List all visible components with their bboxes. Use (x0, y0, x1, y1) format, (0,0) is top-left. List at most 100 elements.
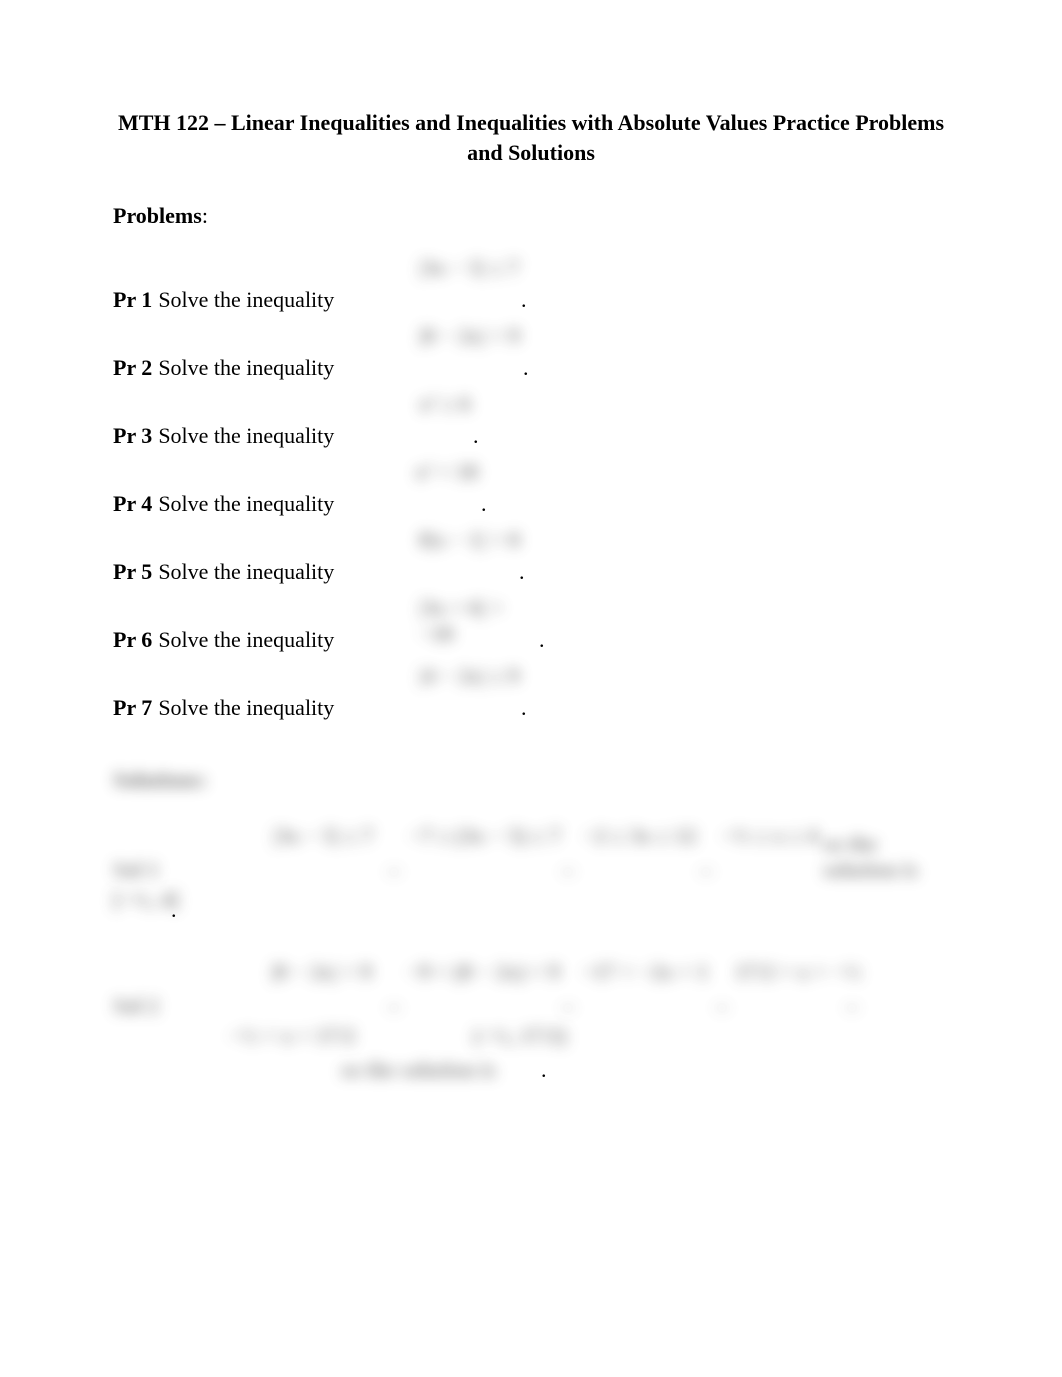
solutions-heading-text: Solutions: (113, 767, 207, 792)
problems-list: Pr 1 Solve the inequality|3x − 5| ≤ 7.Pr… (113, 255, 949, 721)
problem-expression-text: |3x − 5| ≤ 7 (419, 255, 519, 280)
solution-fragment: ⇔ (557, 857, 579, 883)
problem-expression: |4 − 2x| ≤ 9 (419, 663, 527, 699)
solution-label: Sol 2 (113, 993, 159, 1019)
solution-fragment: ⇔ (383, 993, 405, 1019)
problem-period: . (481, 491, 487, 517)
solution-fragment: −9 < (8 − 2x) < 9 (407, 959, 560, 985)
problem-period: . (473, 423, 479, 449)
problem-stem: Solve the inequality (158, 695, 334, 721)
solution-fragment-text: −7 ≤ (3x − 5) ≤ 7 (409, 823, 561, 848)
problem-label: Pr 6 (113, 627, 152, 653)
solution-fragment-text: ⇔ (841, 993, 863, 1018)
solution-fragment: (−½, 17/2) (473, 1023, 567, 1049)
title-line-2: and Solutions (467, 140, 595, 165)
solution-fragment-text: −9 < (8 − 2x) < 9 (407, 959, 560, 984)
solution-fragment: −7 ≤ (3x − 5) ≤ 7 (409, 823, 561, 849)
problem-expression-text: x² < 18 (415, 459, 478, 484)
problems-heading-colon: : (202, 203, 208, 228)
solution-fragment: ⇔ (557, 993, 579, 1019)
problem-stem: Solve the inequality (158, 423, 334, 449)
problem-label: Pr 2 (113, 355, 152, 381)
problem-stem: Solve the inequality (158, 491, 334, 517)
problem-row: Pr 7 Solve the inequality |4 − 2x| ≤ 9. (113, 663, 949, 721)
solution-fragment: |3x − 5| ≤ 7 (273, 823, 373, 849)
solution-label-text: Sol 1 (113, 857, 159, 882)
solution-fragment-text: |8 − 2x| < 9 (271, 959, 372, 984)
solution-fragment: ⇔ (711, 993, 733, 1019)
problem-expression: 8|x − 1| > 0 (419, 527, 523, 563)
problem-expression-text: |8 − 2x| < 9 (419, 323, 520, 348)
solutions-list: Sol 1|3x − 5| ≤ 7⇔−7 ≤ (3x − 5) ≤ 7⇔−2 ≤… (113, 823, 949, 1083)
problem-period: . (519, 559, 525, 585)
solution-fragment-text: −½ < x < 17/2 (229, 1023, 355, 1048)
solution-fragment: −2 ≤ 3x ≤ 12 (583, 823, 697, 849)
solution-row: Sol 2|8 − 2x| < 9⇔−9 < (8 − 2x) < 9⇔−17 … (113, 959, 949, 1019)
solution-fragment: [−⅔, 4] (113, 887, 179, 913)
problem-label: Pr 1 (113, 287, 152, 313)
solution-fragment: −½ < x < 17/2 (229, 1023, 355, 1049)
problem-expression-text: 8|x − 1| > 0 (419, 527, 520, 552)
solution-fragment: ⇔ (841, 993, 863, 1019)
problem-stem: Solve the inequality (158, 287, 334, 313)
solution-fragment-text: |3x − 5| ≤ 7 (273, 823, 373, 848)
solution-row: Sol 1|3x − 5| ≤ 7⇔−7 ≤ (3x − 5) ≤ 7⇔−2 ≤… (113, 823, 949, 883)
problem-row: Pr 4 Solve the inequality x² < 18. (113, 459, 949, 517)
problem-expression-text: |4 − 2x| ≤ 9 (419, 663, 519, 688)
problem-stem: Solve the inequality (158, 559, 334, 585)
solution-fragment-text: ⇔ (383, 993, 405, 1018)
problem-expression: x² ≥ 6 (419, 391, 477, 427)
solution-label-text: Sol 2 (113, 993, 159, 1018)
solution-fragment: ⇔ (695, 857, 717, 883)
solution-fragment: so the solution is (823, 831, 949, 883)
solution-fragment: |8 − 2x| < 9 (271, 959, 372, 985)
problem-row: Pr 3 Solve the inequality x² ≥ 6. (113, 391, 949, 449)
solution-fragment: −⅔ ≤ x ≤ 4 (721, 823, 818, 849)
problem-period: . (539, 627, 545, 653)
solution-fragment-text: so the solution is (341, 1057, 496, 1082)
solution-label: Sol 1 (113, 857, 159, 883)
problem-expression-text: |3x + 6| > −10 (419, 595, 503, 646)
solution-fragment-text: 17/2 > x > −½ (735, 959, 861, 984)
problem-label: Pr 5 (113, 559, 152, 585)
problem-row: Pr 2 Solve the inequality |8 − 2x| < 9. (113, 323, 949, 381)
problem-stem: Solve the inequality (158, 627, 334, 653)
problems-heading: Problems: (113, 203, 949, 229)
solution-fragment-text: −17 < −2x < 1 (581, 959, 708, 984)
problem-stem: Solve the inequality (158, 355, 334, 381)
problem-label: Pr 3 (113, 423, 152, 449)
solution-fragment: 17/2 > x > −½ (735, 959, 861, 985)
solution-interval: [−⅔, 4] (113, 887, 179, 912)
solutions-heading: Solutions: (113, 767, 949, 793)
solution-fragment-text: ⇔ (383, 857, 405, 882)
problem-expression: |3x + 6| > −10 (419, 595, 539, 631)
solution-fragment: so the solution is (341, 1057, 496, 1083)
problem-expression: |3x − 5| ≤ 7 (419, 255, 527, 291)
solution-fragment-text: ⇔ (557, 993, 579, 1018)
solution-fragment-text: −⅔ ≤ x ≤ 4 (721, 823, 818, 848)
problem-expression: x² < 18 (415, 459, 483, 495)
title-line-1: MTH 122 – Linear Inequalities and Inequa… (118, 110, 944, 135)
problem-row: Pr 1 Solve the inequality |3x − 5| ≤ 7. (113, 255, 949, 313)
solution-fragment-text: ⇔ (557, 857, 579, 882)
problem-row: Pr 5 Solve the inequality 8|x − 1| > 0. (113, 527, 949, 585)
problem-period: . (523, 355, 529, 381)
solution-row: [−⅔, 4]. (113, 887, 949, 937)
problem-period: . (521, 695, 527, 721)
problem-label: Pr 7 (113, 695, 152, 721)
problem-label: Pr 4 (113, 491, 152, 517)
solution-fragment-text: ⇔ (695, 857, 717, 882)
solution-fragment-text: ⇔ (711, 993, 733, 1018)
problem-period: . (521, 287, 527, 313)
problem-expression-text: x² ≥ 6 (419, 391, 471, 416)
page-title: MTH 122 – Linear Inequalities and Inequa… (113, 108, 949, 167)
solution-fragment-text: (−½, 17/2) (473, 1023, 567, 1048)
solution-fragment: ⇔ (383, 857, 405, 883)
solution-period: . (541, 1057, 547, 1083)
solution-fragment-text: −2 ≤ 3x ≤ 12 (583, 823, 697, 848)
problem-expression: |8 − 2x| < 9 (419, 323, 527, 359)
problem-row: Pr 6 Solve the inequality |3x + 6| > −10. (113, 595, 949, 653)
solution-fragment: −17 < −2x < 1 (581, 959, 708, 985)
solution-fragment-text: so the solution is (823, 831, 918, 882)
solution-period: . (171, 897, 177, 923)
